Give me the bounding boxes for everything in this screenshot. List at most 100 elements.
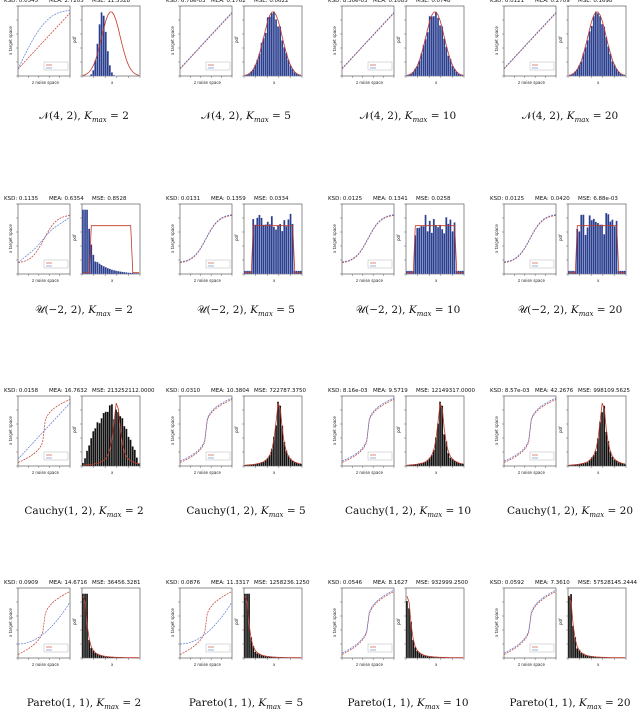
- transform-plot-frame: [17, 203, 71, 275]
- true-pdf-line: [406, 402, 464, 466]
- histogram-bar: [439, 25, 442, 77]
- transform-y-label: x target space: [494, 416, 499, 445]
- flow-transform-line: [18, 601, 71, 645]
- histogram-bar: [98, 263, 101, 275]
- true-transform-line: [179, 12, 233, 70]
- transform-x-label: z noise space: [518, 470, 546, 475]
- caption-distribution: Cauchy(1, 2): [186, 505, 255, 517]
- caption-distribution: Pareto(1, 1): [26, 697, 90, 709]
- caption-kmax: , Kmax =: [254, 505, 299, 520]
- stat-mse: MSE: 0.0334: [254, 196, 289, 202]
- histogram-bar: [113, 75, 116, 77]
- caption-kmax: , Kmax =: [77, 110, 123, 125]
- stat-mea: MEA: 0.1085: [373, 0, 408, 4]
- histogram-bar: [94, 428, 97, 467]
- histogram-bar: [106, 411, 109, 467]
- caption-distribution: 𝒩(4, 2): [201, 110, 240, 122]
- histogram-bar: [98, 24, 101, 77]
- stat-mea: MEA: 8.1627: [373, 580, 408, 586]
- histogram-bar: [592, 218, 595, 275]
- flow-transform-line: [179, 12, 233, 69]
- histogram-bar: [102, 15, 105, 77]
- histogram-bar: [92, 431, 95, 467]
- histogram-bar: [135, 273, 138, 275]
- histogram-bar: [613, 459, 616, 467]
- pdf-y-label: pdf: [234, 234, 239, 241]
- stat-ksd: KSD: 0.0876: [166, 580, 201, 586]
- caption-kmax: , Kmax =: [412, 505, 458, 520]
- caption-kmax: , Kmax =: [243, 304, 289, 319]
- histogram-bar: [133, 273, 136, 275]
- transform-y-label: x target space: [8, 608, 13, 637]
- histogram-bar: [270, 13, 273, 77]
- histogram-bar: [586, 227, 589, 275]
- legend-box: [43, 61, 69, 71]
- histogram-bar: [90, 438, 93, 467]
- histogram-bar: [623, 464, 626, 467]
- histogram-bar: [260, 462, 263, 467]
- legend-box: [529, 61, 555, 71]
- histogram-bar: [430, 16, 433, 77]
- histogram-bar: [405, 465, 408, 467]
- histogram-bar: [601, 412, 604, 467]
- stat-mse: MSE: 36456.3281: [92, 580, 141, 586]
- histogram-bar: [414, 647, 417, 659]
- stat-mse: MSE: 11.5528: [92, 0, 131, 4]
- histogram-bar: [110, 404, 113, 467]
- stat-mea: MEA: 0.6354: [49, 196, 84, 202]
- histogram-bar: [96, 43, 99, 77]
- true-transform-line: [17, 12, 71, 70]
- histogram-bar: [447, 223, 450, 275]
- transform-plot-frame: [341, 395, 395, 467]
- caption-distribution: 𝒩(4, 2): [39, 110, 78, 122]
- histogram-bar: [590, 457, 593, 467]
- transform-x-label: z noise space: [194, 278, 222, 283]
- caption-kmax-value: 5: [296, 697, 304, 709]
- histogram-bar: [110, 72, 113, 77]
- flow-transform-line: [341, 214, 395, 263]
- panel-caption: Cauchy(1, 2), Kmax = 20: [490, 505, 640, 519]
- histogram-bar: [451, 231, 454, 275]
- stat-mse: MSE: 57528145.2444: [578, 580, 638, 586]
- panel-16: x target space z noise space pdf x: [494, 587, 627, 667]
- flow-transform-line: [179, 397, 233, 462]
- stat-ksd: KSD: 0.0310: [166, 388, 201, 394]
- histogram-bar: [129, 272, 132, 275]
- histogram-bar: [108, 268, 111, 275]
- true-transform-line: [17, 215, 71, 263]
- caption-distribution: Cauchy(1, 2): [344, 505, 413, 517]
- caption-kmax-value: 20: [608, 304, 623, 316]
- histogram-bar: [100, 264, 103, 275]
- histogram-bar: [84, 209, 87, 275]
- histogram-bar: [94, 261, 97, 275]
- stat-mse: MSE: 0.0748: [416, 0, 451, 4]
- histogram-bar: [449, 219, 452, 275]
- true-pdf-line: [82, 11, 140, 76]
- histogram-bar: [599, 16, 602, 77]
- flow-transform-line: [341, 589, 395, 654]
- transform-plot-frame: [503, 395, 557, 467]
- caption-distribution: Cauchy(1, 2): [24, 505, 93, 517]
- pdf-x-label: x: [435, 662, 438, 667]
- legend-box: [43, 451, 69, 461]
- histogram-bar: [277, 401, 280, 467]
- histogram-bar: [449, 457, 452, 467]
- flow-transform-line: [17, 216, 71, 263]
- caption-kmax-value: 2: [136, 505, 144, 517]
- pdf-x-label: x: [597, 80, 600, 85]
- histogram-bar: [98, 423, 101, 467]
- histogram-bar: [584, 462, 587, 467]
- pdf-y-label: pdf: [234, 618, 239, 625]
- pdf-x-label: x: [597, 470, 600, 475]
- histogram-bar: [92, 70, 95, 77]
- histogram-bar: [86, 450, 89, 467]
- histogram-bar: [279, 26, 282, 77]
- histogram-bar: [422, 655, 425, 659]
- transform-y-label: x target space: [332, 26, 337, 55]
- histogram-bar: [596, 222, 599, 275]
- caption-kmax-value: 10: [442, 110, 457, 122]
- caption-kmax-value: 5: [284, 110, 291, 122]
- histogram-bar: [272, 226, 275, 275]
- histogram-bar: [262, 38, 265, 77]
